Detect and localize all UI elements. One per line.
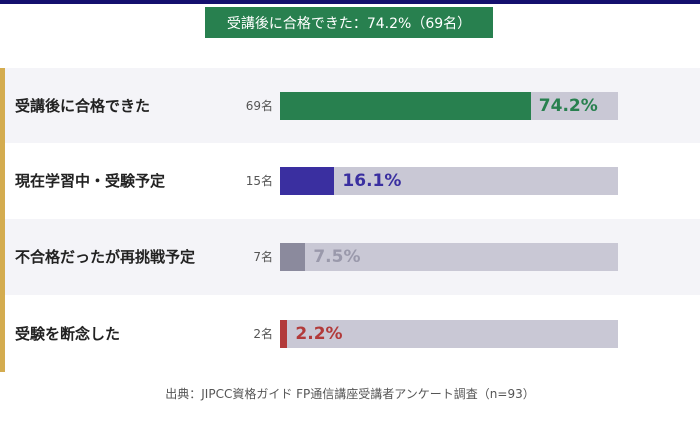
category-label: 現在学習中・受験予定 (15, 172, 166, 190)
category-label: 受験を断念した (15, 325, 121, 343)
bar-track: 74.2% (280, 92, 618, 120)
category-label: 受講後に合格できた (15, 97, 151, 115)
count-label: 69名 (245, 99, 273, 113)
bar (280, 92, 531, 120)
bar-track: 16.1% (280, 167, 618, 195)
highlight-banner: 受講後に合格できた：74.2%（69名） (205, 7, 493, 38)
bar (280, 243, 306, 271)
count-label: 2名 (253, 327, 273, 341)
bar (280, 320, 288, 348)
top-accent-bar (0, 0, 700, 4)
count-label: 7名 (253, 250, 273, 264)
bar-track: 7.5% (280, 243, 618, 271)
category-label: 不合格だったが再挑戦予定 (15, 248, 196, 266)
bar-row: 不合格だったが再挑戦予定 7名 7.5% (5, 219, 700, 295)
bar (280, 167, 335, 195)
bar-row: 現在学習中・受験予定 15名 16.1% (5, 143, 700, 219)
value-label: 74.2% (538, 96, 598, 116)
value-label: 7.5% (313, 247, 361, 267)
left-accent-bar (0, 68, 5, 372)
bar-row: 受験を断念した 2名 2.2% (5, 296, 700, 372)
value-label: 2.2% (295, 324, 343, 344)
bar-track: 2.2% (280, 320, 618, 348)
bar-row: 受講後に合格できた 69名 74.2% (5, 68, 700, 144)
value-label: 16.1% (342, 171, 402, 191)
source-note: 出典：JIPCC資格ガイド FP通信講座受講者アンケート調査（n=93） (165, 387, 535, 401)
count-label: 15名 (245, 174, 273, 188)
